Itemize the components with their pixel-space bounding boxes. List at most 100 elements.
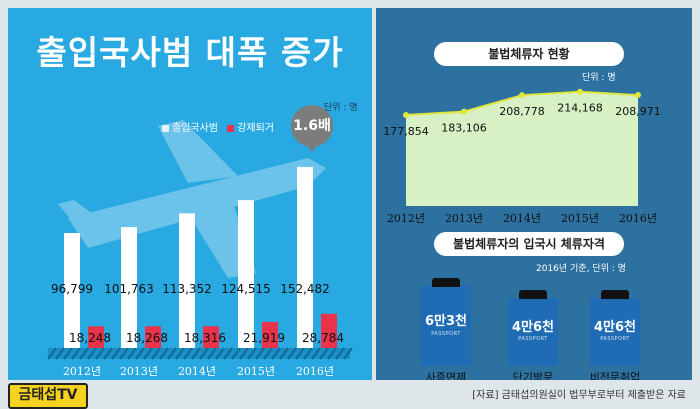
growth-badge-pointer <box>307 144 317 153</box>
data-point <box>519 92 525 99</box>
stripe-line <box>47 347 57 360</box>
x-tick-label: 2013년 <box>120 365 158 378</box>
stripe-line <box>239 347 249 360</box>
stripe-line <box>303 347 313 360</box>
stripe-line <box>127 347 137 360</box>
passport-label: 단기방문 <box>512 371 554 380</box>
data-label-deported: 21,919 <box>243 331 285 345</box>
bar-deported <box>262 321 278 348</box>
stripe-line <box>183 347 193 360</box>
stripe-line <box>119 347 129 360</box>
baseline-stripe <box>48 348 350 359</box>
passport-card-short-visit: 4만6천 PASSPORT <box>508 290 558 366</box>
bar-offenders <box>64 233 80 348</box>
source-note: [자료] 금태섭의원실이 법무부로부터 제출받은 자료 <box>472 390 686 401</box>
bar-deported <box>321 313 337 348</box>
stripe-line <box>111 347 121 360</box>
data-label: 183,106 <box>441 122 487 135</box>
top-chart-title: 불법체류자 현황 <box>434 42 624 66</box>
channel-logo: 금태섭TV <box>8 383 88 409</box>
data-point <box>403 111 409 118</box>
x-tick-label: 2014년 <box>178 365 216 378</box>
data-label-deported: 28,784 <box>302 331 344 345</box>
stripe-line <box>271 347 281 360</box>
data-label-offenders: 113,352 <box>162 282 212 296</box>
data-label-deported: 18,268 <box>126 331 168 345</box>
data-label-offenders: 96,799 <box>51 282 93 296</box>
stripe-line <box>247 347 257 360</box>
stripe-line <box>191 347 201 360</box>
passport-value: 4만6천 <box>593 320 636 335</box>
stripe-line <box>135 347 145 360</box>
stripe-line <box>151 347 161 360</box>
left-unit-label: 단위 : 명 <box>324 103 358 113</box>
stripe-line <box>311 347 321 360</box>
passport-caption: PASSPORT <box>431 331 461 337</box>
bar-offenders <box>179 213 195 348</box>
x-tick-label: 2012년 <box>63 365 101 378</box>
legend-label-deported: 강제퇴거 <box>237 123 274 134</box>
growth-badge: 1.6배 <box>291 105 333 147</box>
data-label-offenders: 152,482 <box>280 282 330 296</box>
stripe-line <box>63 347 73 360</box>
stripe-line <box>55 347 65 360</box>
passport-card-visa-waiver: 6만3천 PASSPORT <box>421 278 471 366</box>
stripe-line <box>71 347 81 360</box>
x-tick-label: 2014년 <box>503 212 541 225</box>
data-label-offenders: 124,515 <box>221 282 271 296</box>
stripe-line <box>103 347 113 360</box>
stripe-line <box>95 347 105 360</box>
data-label-deported: 18,248 <box>69 331 111 345</box>
bottom-unit-label: 2016년 기준, 단위 : 명 <box>536 264 626 274</box>
legend-swatch-red <box>227 124 235 132</box>
x-tick-label: 2016년 <box>619 212 657 225</box>
bar-offenders <box>297 166 313 348</box>
passport-tab-icon <box>519 290 547 299</box>
stripe-line <box>207 347 217 360</box>
bar-deported <box>203 326 219 348</box>
passport-caption: PASSPORT <box>600 336 630 342</box>
stripe-line <box>79 347 89 360</box>
passport-tab-icon <box>432 278 460 287</box>
data-label: 208,971 <box>615 105 661 118</box>
bottom-chart-title: 불법체류자의 입국시 체류자격 <box>434 232 624 256</box>
passport-value: 6만3천 <box>424 314 467 329</box>
data-label: 177,854 <box>383 125 429 138</box>
data-point <box>461 108 467 115</box>
legend-label-offenders: 출입국사범 <box>172 123 218 134</box>
bar-deported <box>145 326 161 348</box>
passport-tab-icon <box>601 290 629 299</box>
stripe-line <box>295 347 305 360</box>
x-tick-label: 2015년 <box>237 365 275 378</box>
stripe-line <box>287 347 297 360</box>
stripe-line <box>327 347 337 360</box>
left-panel: 출입국사범 대폭 증가 단위 : 명 출입국사범 강제퇴거 1.6배 96,79… <box>8 8 372 380</box>
stripe-line <box>143 347 153 360</box>
stripe-line <box>263 347 273 360</box>
stripe-line <box>159 347 169 360</box>
stripe-line <box>175 347 185 360</box>
legend: 출입국사범 강제퇴거 <box>156 119 274 134</box>
x-tick-label: 2016년 <box>296 365 334 378</box>
stripe-line <box>335 347 345 360</box>
data-label: 208,778 <box>499 105 545 118</box>
right-panel: 불법체류자 현황 단위 : 명 177,854 2012년 183,106 2013년… <box>376 8 692 380</box>
bar-offenders <box>121 227 137 348</box>
main-title: 출입국사범 대폭 증가 <box>36 33 344 72</box>
stripe-line <box>279 347 289 360</box>
stripe-line <box>255 347 265 360</box>
bar-chart: 96,799 18,248 2012년 101,763 18,268 2013년 113,3… <box>47 120 353 378</box>
x-tick-label: 2013년 <box>445 212 483 225</box>
x-tick-label: 2015년 <box>561 212 599 225</box>
stripe-line <box>231 347 241 360</box>
passport-label: 비전문취업 <box>589 371 641 380</box>
stripe-line <box>223 347 233 360</box>
data-label-deported: 18,316 <box>184 331 226 345</box>
area-chart: 177,854 2012년 183,106 2013년 208,778 2014년 214,… <box>383 88 661 225</box>
stripe-line <box>319 347 329 360</box>
data-point <box>635 92 641 99</box>
bar-offenders <box>238 200 254 348</box>
data-label: 214,168 <box>557 102 603 115</box>
area-fill <box>406 91 638 206</box>
passport-value: 4만6천 <box>511 320 554 335</box>
